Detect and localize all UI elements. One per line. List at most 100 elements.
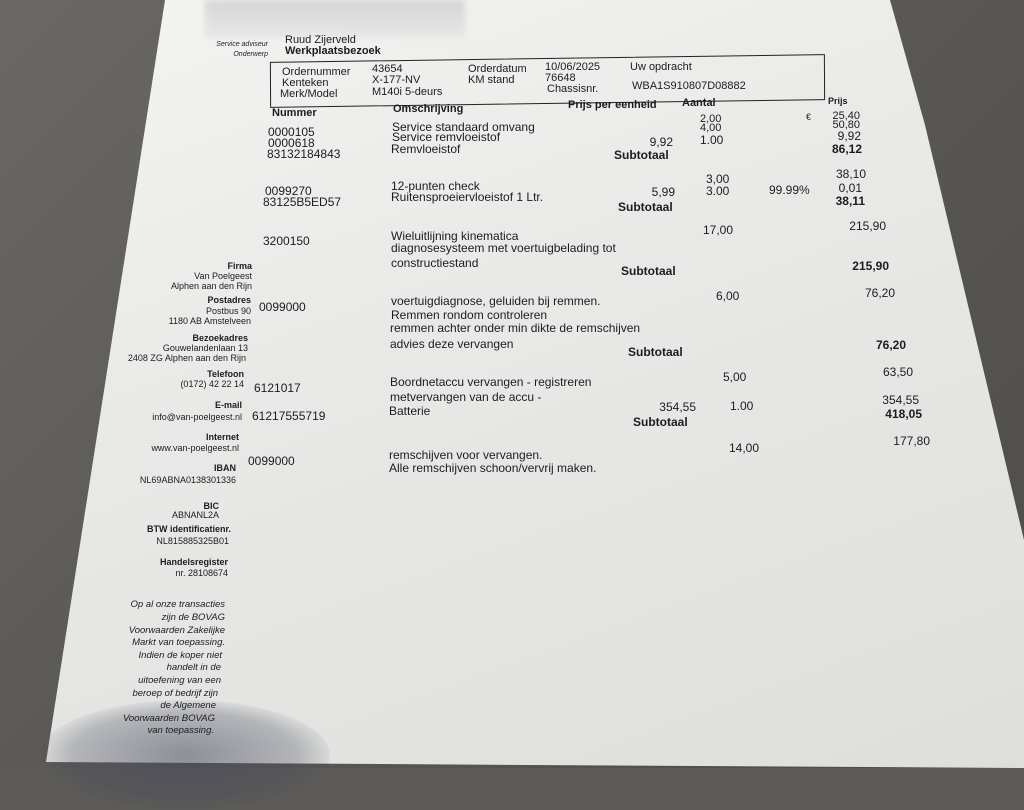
item-number: 3200150 xyxy=(263,234,310,248)
price: 63,50 xyxy=(882,365,913,379)
terms-line: Indien de koper niet xyxy=(138,650,222,661)
item-number: 0099000 xyxy=(259,300,306,314)
bezoekadres-label: Bezoekadres xyxy=(192,333,248,343)
item-description: Wieluitlijning kinematica xyxy=(391,229,519,243)
terms-line: de Algemene xyxy=(160,700,216,711)
quantity: 4,00 xyxy=(700,122,722,134)
item-description: Service remvloeistof xyxy=(392,130,501,144)
service-adviseur-label: Service adviseur xyxy=(216,41,268,48)
price: 50,80 xyxy=(832,119,860,131)
terms-line: van toepassing. xyxy=(147,725,214,736)
item-number: 61217555719 xyxy=(252,409,326,423)
discount: 99.99% xyxy=(769,183,810,197)
km-stand: 76648 xyxy=(545,72,576,84)
onderwerp: Werkplaatsbezoek xyxy=(285,45,381,57)
orderdatum-label: Orderdatum xyxy=(468,63,527,75)
internet-label: Internet xyxy=(205,432,239,442)
unit-price: 5,99 xyxy=(651,185,675,199)
item-description: 12-punten check xyxy=(391,179,480,193)
item-description: constructiestand xyxy=(391,256,479,270)
firma-line: Alphen aan den Rijn xyxy=(170,281,252,291)
km-stand-label: KM stand xyxy=(468,74,515,86)
item-description: Batterie xyxy=(389,404,431,418)
price: 25,40 xyxy=(832,110,860,122)
header-aantal: Aantal xyxy=(682,97,716,109)
price: 215,90 xyxy=(849,219,886,233)
kenteken-label: Kenteken xyxy=(282,77,329,89)
uw-opdracht-label: Uw opdracht xyxy=(630,61,692,73)
btw-label: BTW identificatienr. xyxy=(146,524,231,534)
item-description: Alle remschijven schoon/vervrij maken. xyxy=(389,461,597,475)
item-number: 83132184843 xyxy=(267,147,341,161)
quantity: 2,00 xyxy=(700,113,722,125)
price: 177,80 xyxy=(893,434,930,448)
chassisnr: WBA1S910807D08882 xyxy=(632,80,746,92)
postadres-line: 1180 AB Amstelveen xyxy=(168,316,251,326)
firma-label: Firma xyxy=(227,261,252,271)
price: 9,92 xyxy=(837,129,861,143)
invoice-paper xyxy=(46,0,1024,768)
bic: ABNANL2A xyxy=(171,510,219,520)
terms-line: Markt van toepassing. xyxy=(132,637,225,648)
email-label: E-mail xyxy=(214,400,242,410)
btw: NL815885325B01 xyxy=(156,536,229,546)
subtotal-label: Subtotaal xyxy=(618,200,673,214)
price: 354,55 xyxy=(882,393,919,407)
handelsregister-label: Handelsregister xyxy=(159,557,228,567)
item-number: 0000618 xyxy=(268,136,315,150)
subtotal: 76,20 xyxy=(875,338,906,352)
quantity: 3.00 xyxy=(706,184,730,198)
subtotal: 215,90 xyxy=(852,259,889,273)
quantity: 17,00 xyxy=(703,223,734,237)
item-description: Remvloeistof xyxy=(391,142,461,156)
bezoekadres-line: Gouwelandenlaan 13 xyxy=(162,343,248,353)
internet: www.van-poelgeest.nl xyxy=(151,443,239,453)
subtotal-label: Subtotaal xyxy=(628,345,683,359)
quantity: 3,00 xyxy=(706,172,730,186)
item-description: Ruitensproeiervloeistof 1 Ltr. xyxy=(391,190,544,204)
currency-symbol: € xyxy=(806,112,812,122)
service-adviseur: Ruud Zijerveld xyxy=(285,34,356,46)
iban: NL69ABNA0138301336 xyxy=(139,475,236,485)
price: 38,10 xyxy=(835,167,866,181)
quantity: 6,00 xyxy=(716,289,740,303)
paper-scrap xyxy=(205,0,465,38)
quantity: 1.00 xyxy=(700,133,724,147)
subtotal: 418,05 xyxy=(885,407,922,421)
merk-model-label: Merk/Model xyxy=(280,88,338,100)
email: info@van-poelgeest.nl xyxy=(152,412,242,422)
item-description: remschijven voor vervangen. xyxy=(389,448,543,462)
item-description: Boordnetaccu vervangen - registreren xyxy=(390,375,592,389)
terms-line: Voorwaarden BOVAG xyxy=(122,713,215,724)
iban-label: IBAN xyxy=(214,463,236,473)
ordernummer: 43654 xyxy=(372,63,403,75)
item-description: metvervangen van de accu - xyxy=(390,390,542,404)
item-description: Remmen rondom controleren xyxy=(391,308,548,322)
telefoon-label: Telefoon xyxy=(207,369,244,379)
header-omschrijving: Omschrijving xyxy=(393,103,464,115)
firma-line: Van Poelgeest xyxy=(194,271,252,281)
telefoon: (0172) 42 22 14 xyxy=(180,379,244,389)
subtotal: 38,11 xyxy=(835,194,865,208)
price: 76,20 xyxy=(864,286,895,300)
header-nummer: Nummer xyxy=(272,107,317,119)
item-description: Service standaard omvang xyxy=(392,120,535,134)
subtotal-label: Subtotaal xyxy=(621,264,676,278)
item-number: 6121017 xyxy=(254,381,301,395)
quantity: 1.00 xyxy=(730,399,754,413)
unit-price: 354,55 xyxy=(659,400,696,414)
terms-line: Op al onze transacties xyxy=(130,599,225,610)
header-prijs: Prijs xyxy=(828,96,848,106)
bezoekadres-line: 2408 ZG Alphen aan den Rijn xyxy=(127,353,246,363)
chassisnr-label: Chassisnr. xyxy=(547,83,599,95)
item-number: 0000105 xyxy=(268,125,315,139)
item-description: remmen achter onder min dikte de remschi… xyxy=(390,321,641,335)
merk-model: M140i 5-deurs xyxy=(372,86,443,98)
quantity: 14,00 xyxy=(729,441,760,455)
terms-line: uitoefening van een xyxy=(138,675,221,686)
postadres-label: Postadres xyxy=(207,295,251,305)
bic-label: BIC xyxy=(203,501,220,511)
item-number: 83125B5ED57 xyxy=(263,195,342,209)
item-number: 0099270 xyxy=(265,184,312,198)
handelsregister: nr. 28108674 xyxy=(175,568,228,578)
